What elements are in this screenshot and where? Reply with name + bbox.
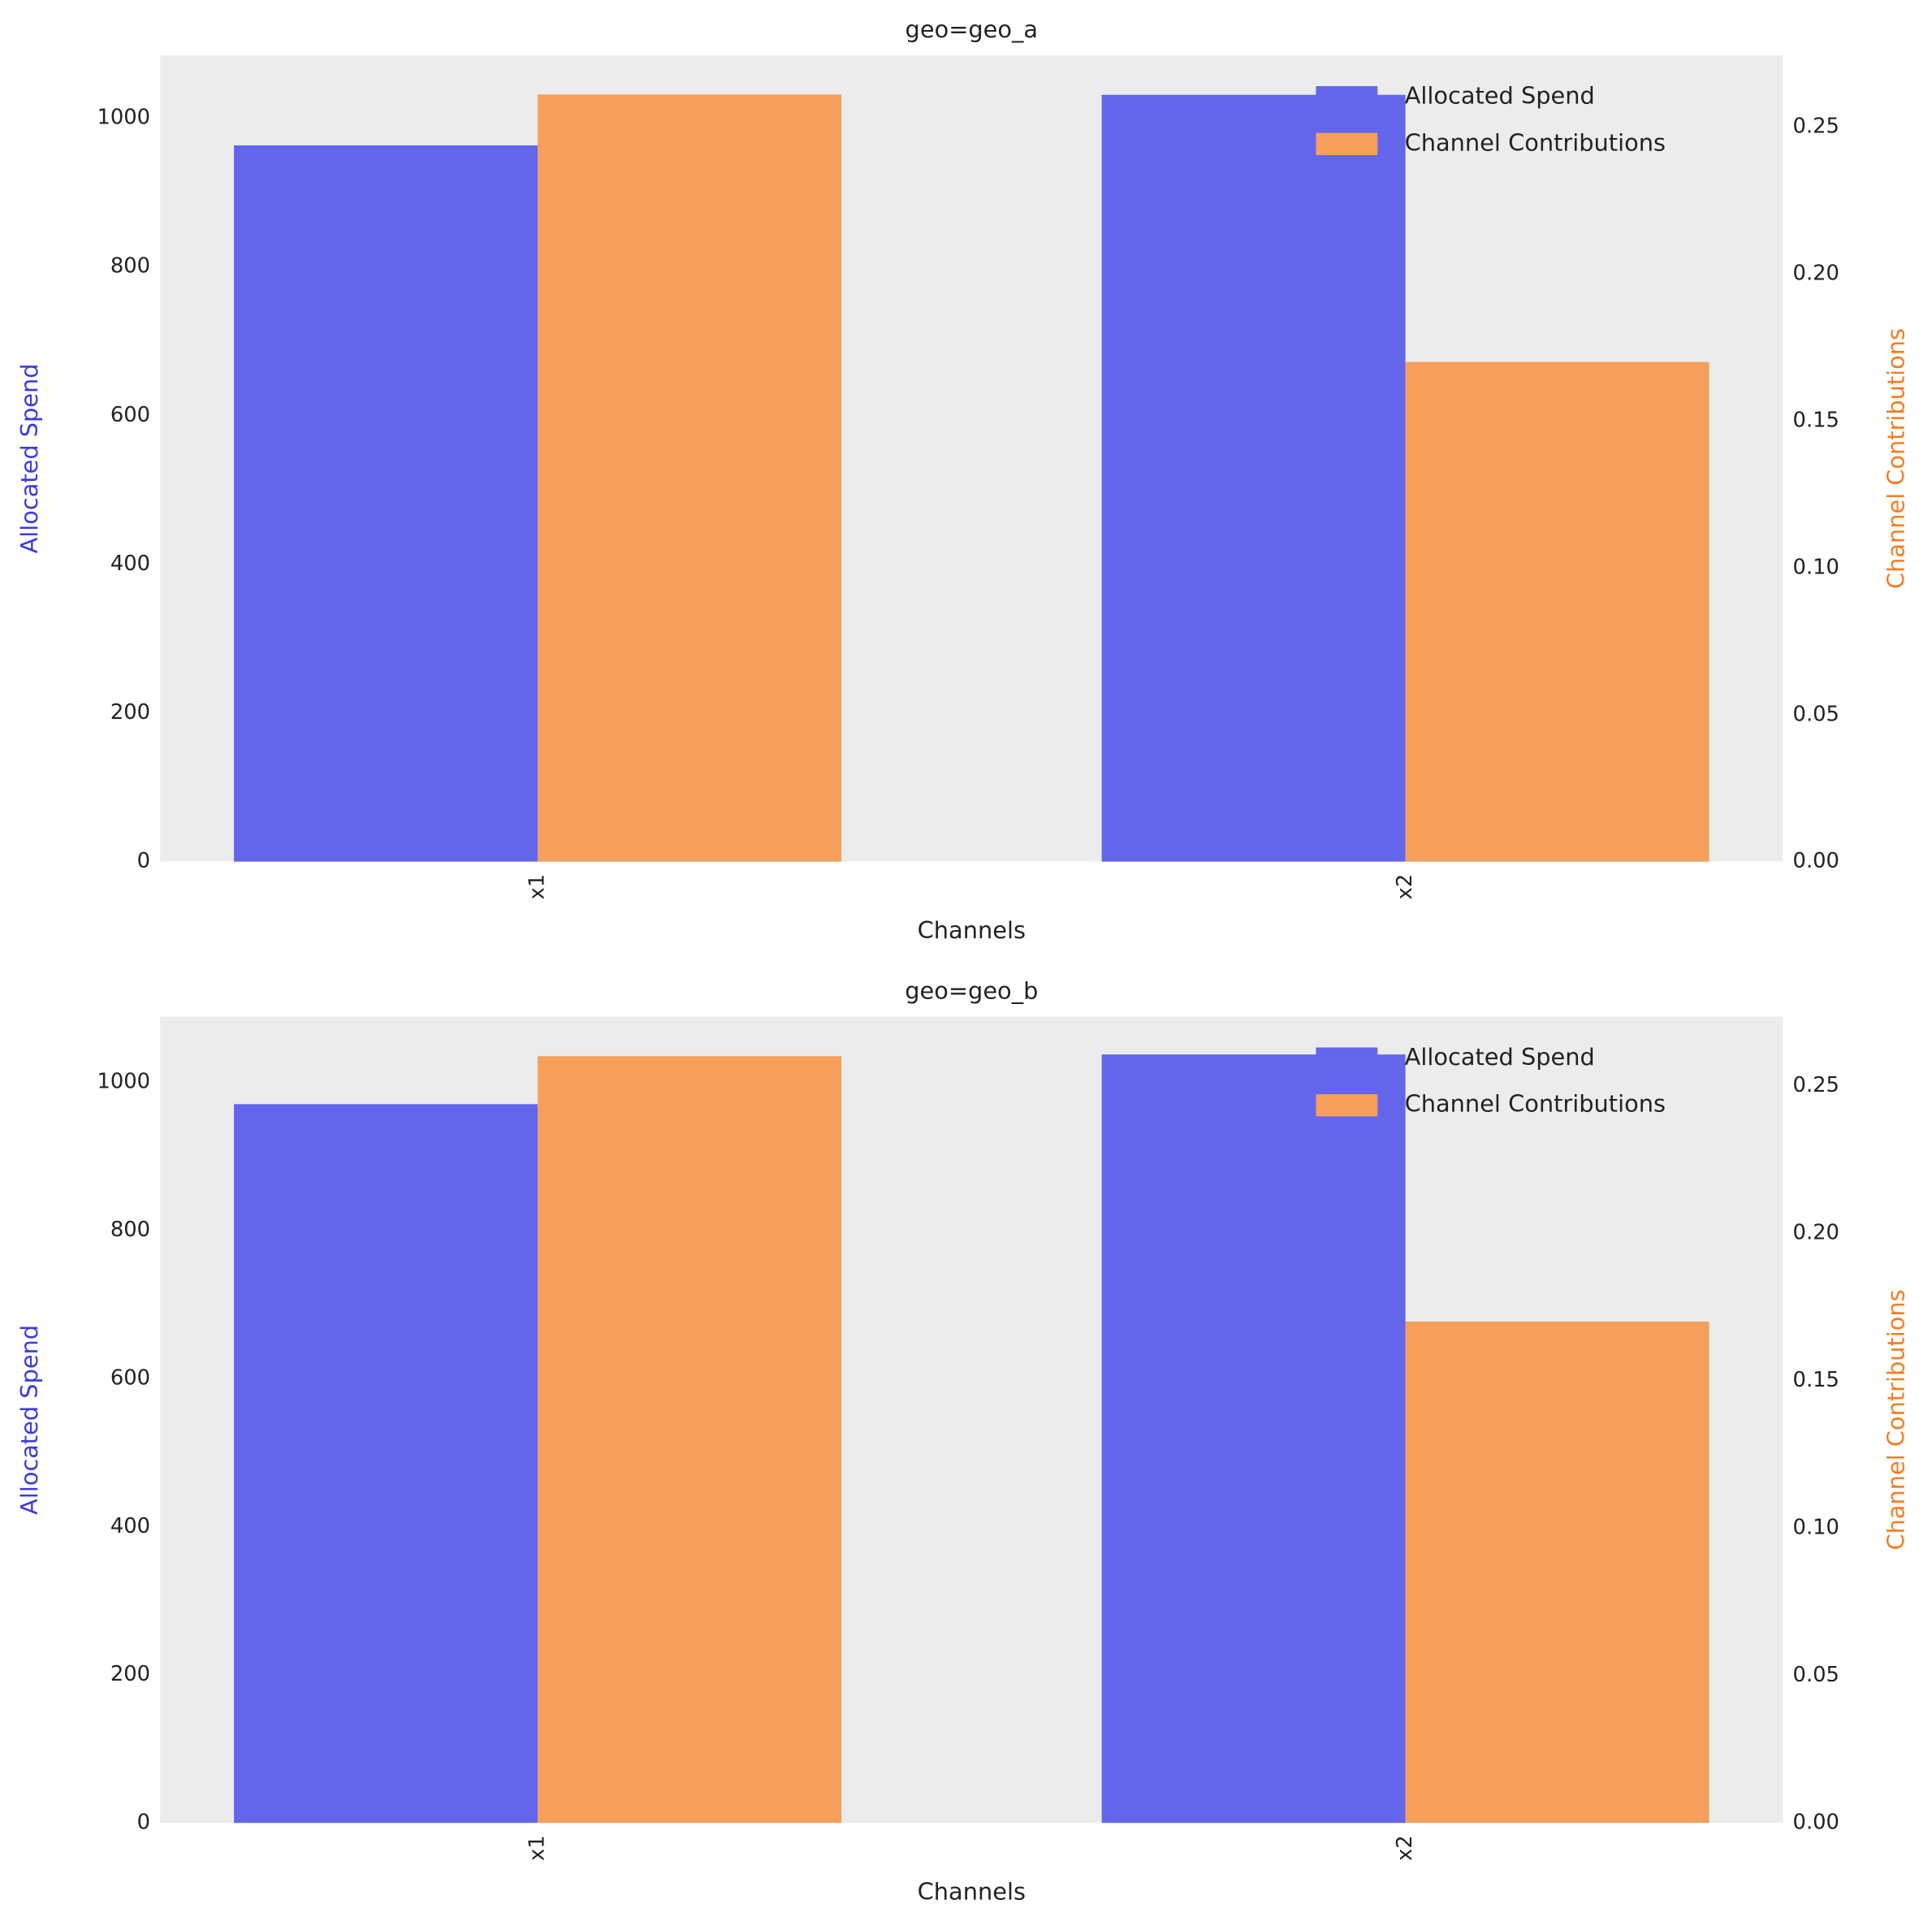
- y-tick-label: 600: [110, 403, 150, 427]
- y2-tick-label: 0.00: [1793, 1811, 1839, 1835]
- bar: [538, 94, 842, 862]
- legend-swatch: [1316, 1094, 1378, 1117]
- y-tick-label: 1000: [97, 1069, 150, 1093]
- y2-tick-label: 0.00: [1793, 849, 1839, 873]
- x-axis-label: Channels: [918, 1878, 1026, 1906]
- bar: [1405, 361, 1709, 862]
- y2-tick-label: 0.05: [1793, 1663, 1839, 1687]
- y-axis-label: Allocated Spend: [15, 364, 43, 554]
- y-tick-label: 800: [110, 254, 150, 279]
- y2-tick-label: 0.10: [1793, 555, 1839, 579]
- y2-axis-label: Channel Contributions: [1882, 328, 1910, 589]
- legend-label: Channel Contributions: [1405, 128, 1666, 156]
- legend-label: Allocated Spend: [1405, 82, 1595, 110]
- legend-swatch: [1316, 1047, 1378, 1070]
- bar: [234, 145, 538, 862]
- y2-tick-label: 0.10: [1793, 1516, 1839, 1540]
- y2-tick-label: 0.15: [1793, 408, 1839, 432]
- y2-tick-label: 0.25: [1793, 115, 1839, 139]
- x-tick-label: x1: [525, 1835, 550, 1861]
- x-tick-label: x2: [1393, 1835, 1417, 1861]
- bar: [1405, 1322, 1709, 1824]
- y2-axis-label: Channel Contributions: [1882, 1289, 1910, 1550]
- y-tick-label: 1000: [97, 106, 150, 130]
- y2-tick-label: 0.05: [1793, 702, 1839, 726]
- y2-tick-label: 0.20: [1793, 1221, 1839, 1245]
- y-tick-label: 400: [110, 1514, 150, 1538]
- bar: [538, 1056, 842, 1824]
- x-tick-label: x2: [1393, 874, 1417, 900]
- y-tick-label: 200: [110, 1662, 150, 1686]
- x-tick-label: x1: [525, 874, 550, 900]
- y-tick-label: 200: [110, 700, 150, 725]
- y-tick-label: 0: [137, 849, 150, 873]
- y-tick-label: 0: [137, 1811, 150, 1835]
- legend-label: Allocated Spend: [1405, 1043, 1595, 1071]
- legend-label: Channel Contributions: [1405, 1090, 1666, 1118]
- chart-title: geo=geo_b: [905, 976, 1038, 1004]
- legend-swatch: [1316, 86, 1378, 109]
- legend-swatch: [1316, 132, 1378, 155]
- bar: [1101, 94, 1406, 862]
- bar: [1101, 1054, 1406, 1824]
- y-tick-label: 600: [110, 1365, 150, 1390]
- bar: [234, 1104, 538, 1824]
- y2-tick-label: 0.20: [1793, 262, 1839, 286]
- y-tick-label: 800: [110, 1218, 150, 1242]
- y2-tick-label: 0.15: [1793, 1368, 1839, 1392]
- chart-title: geo=geo_a: [905, 15, 1039, 43]
- y2-tick-label: 0.25: [1793, 1073, 1839, 1097]
- y-tick-label: 400: [110, 552, 150, 576]
- y-axis-label: Allocated Spend: [15, 1325, 43, 1515]
- x-axis-label: Channels: [918, 916, 1026, 944]
